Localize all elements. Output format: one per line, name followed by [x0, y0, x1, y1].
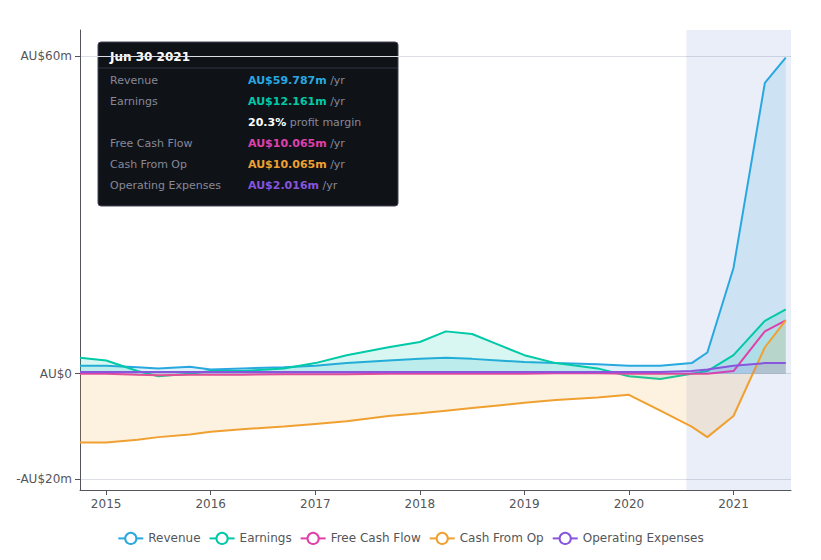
svg-text:AU$10.065m: AU$10.065m: [248, 158, 327, 171]
svg-text:20.3%: 20.3%: [248, 116, 286, 129]
svg-text:profit margin: profit margin: [286, 116, 361, 129]
svg-text:Revenue: Revenue: [110, 74, 158, 87]
svg-text:/yr: /yr: [319, 179, 338, 192]
svg-text:/yr: /yr: [327, 137, 346, 150]
svg-text:AU$2.016m: AU$2.016m: [248, 179, 319, 192]
svg-text:Cash From Op: Cash From Op: [460, 531, 544, 545]
svg-text:Free Cash Flow: Free Cash Flow: [331, 531, 421, 545]
svg-text:AU$10.065m: AU$10.065m: [248, 137, 327, 150]
svg-text:/yr: /yr: [327, 74, 346, 87]
svg-text:Jun 30 2021: Jun 30 2021: [110, 50, 190, 64]
svg-text:Operating Expenses: Operating Expenses: [583, 531, 704, 545]
svg-text:2015: 2015: [91, 497, 122, 511]
svg-text:Earnings: Earnings: [240, 531, 292, 545]
svg-text:/yr: /yr: [327, 158, 346, 171]
svg-text:2019: 2019: [509, 497, 540, 511]
svg-text:AU$12.161m: AU$12.161m: [248, 95, 327, 108]
svg-text:AU$0: AU$0: [40, 367, 72, 381]
svg-text:Operating Expenses: Operating Expenses: [110, 179, 221, 192]
svg-text:2020: 2020: [614, 497, 645, 511]
svg-text:AU$59.787m: AU$59.787m: [248, 74, 327, 87]
svg-text:2017: 2017: [300, 497, 331, 511]
svg-text:2016: 2016: [195, 497, 226, 511]
svg-text:2021: 2021: [718, 497, 749, 511]
svg-text:2018: 2018: [405, 497, 436, 511]
svg-text:/yr: /yr: [327, 95, 346, 108]
svg-text:-AU$20m: -AU$20m: [16, 472, 72, 486]
svg-text:Cash From Op: Cash From Op: [110, 158, 187, 171]
svg-text:AU$60m: AU$60m: [20, 49, 72, 63]
svg-text:Earnings: Earnings: [110, 95, 158, 108]
svg-text:Revenue: Revenue: [148, 531, 200, 545]
svg-text:Free Cash Flow: Free Cash Flow: [110, 137, 193, 150]
